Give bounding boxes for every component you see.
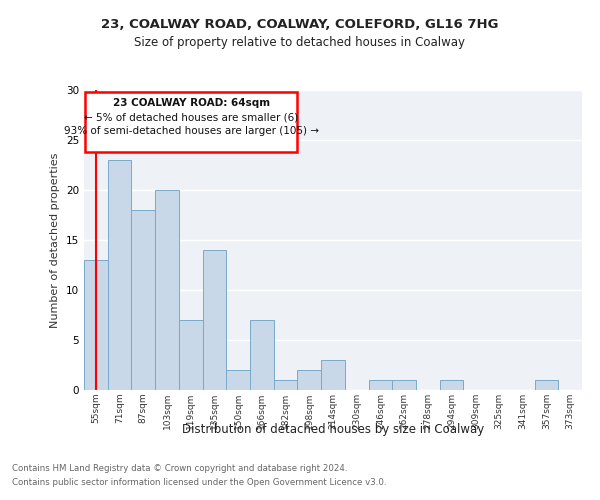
Bar [203, 250, 226, 390]
Bar [84, 260, 108, 390]
Bar [108, 160, 131, 390]
Bar [392, 380, 416, 390]
Text: 23, COALWAY ROAD, COALWAY, COLEFORD, GL16 7HG: 23, COALWAY ROAD, COALWAY, COLEFORD, GL1… [101, 18, 499, 30]
Bar [298, 370, 321, 390]
Bar [226, 370, 250, 390]
Text: Distribution of detached houses by size in Coalway: Distribution of detached houses by size … [182, 422, 484, 436]
Bar [321, 360, 345, 390]
Bar [179, 320, 203, 390]
Bar [274, 380, 298, 390]
Bar [368, 380, 392, 390]
Bar [131, 210, 155, 390]
Text: ← 5% of detached houses are smaller (6): ← 5% of detached houses are smaller (6) [84, 112, 298, 122]
Bar [250, 320, 274, 390]
Text: 93% of semi-detached houses are larger (105) →: 93% of semi-detached houses are larger (… [64, 126, 319, 136]
Bar [440, 380, 463, 390]
Text: 23 COALWAY ROAD: 64sqm: 23 COALWAY ROAD: 64sqm [113, 98, 270, 108]
Text: Contains HM Land Registry data © Crown copyright and database right 2024.: Contains HM Land Registry data © Crown c… [12, 464, 347, 473]
Text: Size of property relative to detached houses in Coalway: Size of property relative to detached ho… [134, 36, 466, 49]
Text: Contains public sector information licensed under the Open Government Licence v3: Contains public sector information licen… [12, 478, 386, 487]
Bar [535, 380, 558, 390]
Bar [155, 190, 179, 390]
FancyBboxPatch shape [85, 92, 298, 152]
Y-axis label: Number of detached properties: Number of detached properties [50, 152, 61, 328]
